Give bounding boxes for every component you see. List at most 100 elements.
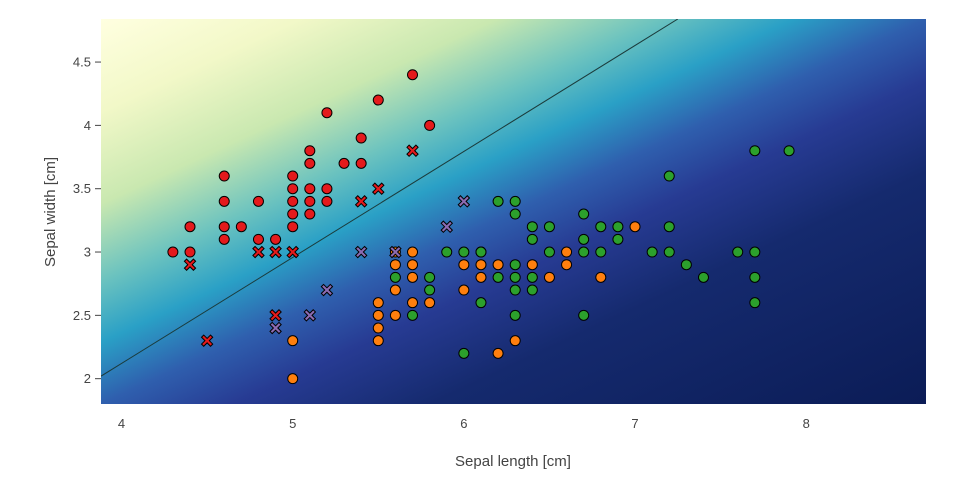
point-virginica[interactable] — [680, 259, 692, 271]
point-versicolor[interactable] — [509, 335, 521, 347]
point-virginica[interactable] — [783, 145, 795, 157]
point-versicolor[interactable] — [475, 259, 487, 271]
point-virginica[interactable] — [578, 246, 590, 258]
point-setosa-misclassified[interactable] — [286, 245, 300, 259]
point-versicolor[interactable] — [595, 271, 607, 283]
point-setosa[interactable] — [218, 221, 230, 233]
point-versicolor[interactable] — [561, 246, 573, 258]
point-virginica[interactable] — [732, 246, 744, 258]
point-virginica[interactable] — [509, 284, 521, 296]
point-virginica[interactable] — [612, 233, 624, 245]
point-virginica[interactable] — [492, 195, 504, 207]
point-virginica[interactable] — [458, 246, 470, 258]
point-versicolor[interactable] — [492, 347, 504, 359]
point-setosa[interactable] — [287, 208, 299, 220]
point-versicolor[interactable] — [287, 335, 299, 347]
point-virginica-misclassified[interactable] — [269, 309, 282, 322]
point-setosa[interactable] — [235, 221, 247, 233]
point-virginica[interactable] — [663, 170, 675, 182]
point-setosa[interactable] — [355, 157, 367, 169]
point-setosa[interactable] — [287, 183, 299, 195]
point-versicolor-misclassified[interactable] — [303, 309, 317, 322]
point-setosa-misclassified[interactable] — [354, 195, 368, 208]
point-versicolor[interactable] — [407, 297, 419, 309]
point-setosa[interactable] — [372, 94, 384, 106]
point-virginica[interactable] — [389, 271, 401, 283]
point-setosa[interactable] — [304, 145, 316, 157]
point-setosa[interactable] — [270, 233, 282, 245]
point-virginica[interactable] — [578, 233, 590, 245]
point-setosa[interactable] — [167, 246, 179, 258]
point-versicolor[interactable] — [526, 259, 538, 271]
point-versicolor[interactable] — [458, 259, 470, 271]
point-setosa-misclassified[interactable] — [252, 245, 265, 259]
point-setosa[interactable] — [424, 119, 436, 131]
point-setosa[interactable] — [184, 221, 196, 233]
point-versicolor[interactable] — [561, 259, 573, 271]
point-setosa[interactable] — [218, 233, 230, 245]
point-versicolor[interactable] — [407, 259, 419, 271]
point-setosa-misclassified[interactable] — [200, 334, 214, 347]
point-setosa-misclassified[interactable] — [183, 258, 197, 271]
point-virginica[interactable] — [749, 271, 761, 283]
point-setosa[interactable] — [184, 246, 196, 258]
point-virginica[interactable] — [475, 297, 487, 309]
point-versicolor-misclassified[interactable] — [389, 245, 402, 259]
point-versicolor[interactable] — [458, 284, 470, 296]
point-setosa[interactable] — [355, 132, 367, 144]
point-setosa[interactable] — [304, 208, 316, 220]
point-virginica[interactable] — [509, 271, 521, 283]
point-virginica[interactable] — [749, 246, 761, 258]
point-virginica[interactable] — [458, 347, 470, 359]
point-virginica[interactable] — [475, 246, 487, 258]
point-virginica[interactable] — [526, 284, 538, 296]
point-setosa[interactable] — [407, 69, 419, 81]
point-versicolor[interactable] — [424, 297, 436, 309]
point-setosa[interactable] — [287, 170, 299, 182]
point-virginica[interactable] — [526, 233, 538, 245]
point-versicolor[interactable] — [407, 246, 419, 258]
point-setosa[interactable] — [218, 195, 230, 207]
point-versicolor[interactable] — [407, 271, 419, 283]
point-setosa[interactable] — [252, 195, 264, 207]
point-versicolor[interactable] — [389, 284, 401, 296]
point-setosa[interactable] — [304, 195, 316, 207]
point-setosa[interactable] — [321, 183, 333, 195]
point-virginica[interactable] — [543, 246, 555, 258]
point-setosa-misclassified[interactable] — [406, 144, 419, 158]
point-versicolor[interactable] — [629, 221, 641, 233]
point-versicolor[interactable] — [372, 335, 384, 347]
point-virginica[interactable] — [749, 145, 761, 157]
point-virginica[interactable] — [509, 208, 521, 220]
point-versicolor[interactable] — [372, 297, 384, 309]
point-setosa[interactable] — [287, 195, 299, 207]
point-versicolor-misclassified[interactable] — [354, 245, 368, 259]
point-versicolor[interactable] — [287, 373, 299, 385]
point-virginica[interactable] — [646, 246, 658, 258]
point-setosa[interactable] — [304, 157, 316, 169]
point-virginica[interactable] — [407, 309, 419, 321]
point-versicolor[interactable] — [372, 309, 384, 321]
point-virginica[interactable] — [543, 221, 555, 233]
point-virginica[interactable] — [697, 271, 709, 283]
point-virginica[interactable] — [578, 309, 590, 321]
point-virginica[interactable] — [595, 246, 607, 258]
point-virginica[interactable] — [663, 221, 675, 233]
point-setosa[interactable] — [218, 170, 230, 182]
point-setosa-misclassified[interactable] — [269, 245, 282, 259]
point-versicolor[interactable] — [389, 309, 401, 321]
point-versicolor[interactable] — [475, 271, 487, 283]
point-versicolor[interactable] — [389, 259, 401, 271]
point-virginica[interactable] — [526, 221, 538, 233]
point-virginica[interactable] — [424, 284, 436, 296]
point-versicolor[interactable] — [372, 322, 384, 334]
point-setosa[interactable] — [321, 195, 333, 207]
point-versicolor-misclassified[interactable] — [457, 195, 471, 208]
point-versicolor-misclassified[interactable] — [269, 321, 282, 335]
point-virginica[interactable] — [612, 221, 624, 233]
point-setosa[interactable] — [338, 157, 350, 169]
point-virginica[interactable] — [424, 271, 436, 283]
point-virginica[interactable] — [509, 195, 521, 207]
point-setosa[interactable] — [321, 107, 333, 119]
point-virginica[interactable] — [509, 309, 521, 321]
